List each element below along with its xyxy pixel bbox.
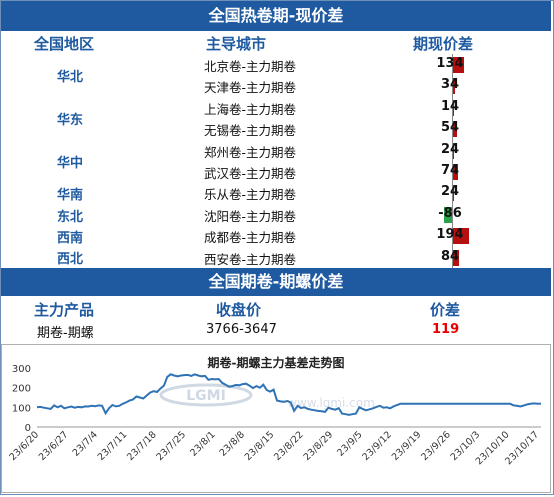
lgmi-watermark: LGMI www.lgmi.com [159, 383, 375, 410]
city-label: 无锡卷-主力期卷 [203, 123, 296, 139]
region-label: 华北 [56, 70, 83, 86]
region-header: 全国地区 [34, 35, 95, 53]
spread-bar [452, 57, 464, 73]
spread-value: 24 [440, 184, 460, 200]
close-price-value: 3766-3647 [206, 322, 277, 337]
spread-header: 期现价差 [413, 35, 474, 53]
spread-bar [452, 121, 457, 138]
y-tick-label: 300 [12, 364, 31, 375]
region-label: 西南 [56, 230, 83, 246]
spread-value: 54 [440, 120, 460, 136]
spread-value: 134 [436, 56, 464, 71]
spread-zero-axis [452, 54, 453, 268]
spread-bar [452, 249, 460, 266]
product-value: 期卷-期螺 [37, 326, 94, 341]
spread-value: 74 [440, 163, 460, 178]
basis-chart-svg: 期卷-期螺主力基差走势图 LGMI www.lgmi.com 0 100 200 30… [1, 344, 551, 493]
y-tick-label: 200 [12, 384, 31, 395]
city-label: 沈阳卷-主力期卷 [203, 208, 296, 224]
spread-bar [452, 185, 455, 202]
spread-bar [452, 228, 469, 245]
spread-bar [444, 206, 452, 223]
y-tick-label: 0 [25, 423, 31, 434]
y-tick-label: 100 [12, 403, 31, 414]
spread-value: 24 [440, 141, 460, 157]
spread-bar [452, 164, 459, 180]
spread-value: 14 [440, 98, 460, 114]
watermark-text: www.lgmi.com [287, 396, 375, 410]
spread-value: 34 [440, 77, 460, 93]
spread-value: -86 [438, 205, 462, 221]
region-label: 华东 [56, 113, 83, 129]
basis-series-line [36, 373, 542, 416]
basis-trend-chart: 期卷-期螺主力基差走势图 LGMI www.lgmi.com 0 100 200 30… [1, 344, 551, 493]
spot-futures-spread-banner: 全国热卷期-现价差 [1, 1, 551, 31]
region-label: 东北 [56, 209, 83, 225]
product-header: 主力产品 [34, 301, 95, 319]
spread-header-2: 价差 [430, 301, 461, 319]
svg-text:LGMI: LGMI [186, 388, 226, 404]
region-label: 华南 [56, 188, 83, 204]
city-label: 郑州卷-主力期卷 [203, 144, 296, 160]
city-label: 成都卷-主力期卷 [203, 230, 296, 246]
chart-title: 期卷-期螺主力基差走势图 [208, 355, 345, 370]
chart-series [36, 373, 542, 416]
coil-rebar-spread-value: 119 [432, 322, 460, 337]
spread-bar [452, 78, 455, 95]
close-price-header: 收盘价 [216, 301, 262, 319]
region-label: 华中 [56, 156, 83, 171]
spread-value: 194 [436, 227, 464, 243]
city-label: 天津卷-主力期卷 [203, 80, 296, 96]
city-label: 北京卷-主力期卷 [203, 59, 296, 74]
spread-value: 84 [440, 248, 460, 264]
city-label: 武汉卷-主力期卷 [203, 166, 296, 181]
spread-bar [452, 142, 455, 159]
city-label: 上海卷-主力期卷 [203, 101, 296, 117]
coil-rebar-spread-banner: 全国期卷-期螺价差 [1, 268, 551, 296]
city-header: 主导城市 [206, 35, 267, 53]
region-label: 西北 [56, 252, 83, 268]
city-label: 乐从卷-主力期卷 [203, 187, 296, 203]
spread-bar [452, 99, 454, 116]
city-label: 西安卷-主力期卷 [203, 251, 296, 267]
